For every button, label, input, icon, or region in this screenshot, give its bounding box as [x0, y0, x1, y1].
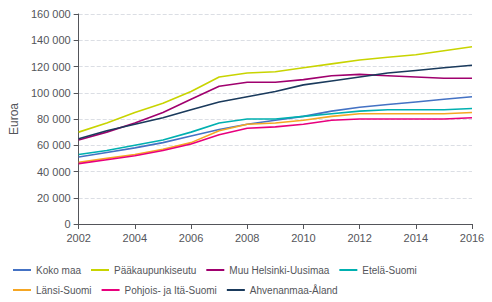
svg-text:60 000: 60 000: [37, 139, 71, 151]
svg-text:2006: 2006: [179, 232, 203, 244]
svg-text:2010: 2010: [291, 232, 315, 244]
svg-text:140 000: 140 000: [31, 34, 71, 46]
svg-text:Ahvenanmaa-Åland: Ahvenanmaa-Åland: [250, 284, 338, 296]
svg-text:2016: 2016: [460, 232, 484, 244]
svg-text:2008: 2008: [235, 232, 259, 244]
svg-text:Euroa: Euroa: [7, 103, 21, 135]
svg-text:80 000: 80 000: [37, 113, 71, 125]
svg-text:2014: 2014: [404, 232, 428, 244]
svg-text:2004: 2004: [123, 232, 147, 244]
svg-text:2002: 2002: [66, 232, 90, 244]
svg-text:100 000: 100 000: [31, 87, 71, 99]
svg-text:Muu Helsinki-Uusimaa: Muu Helsinki-Uusimaa: [229, 265, 329, 276]
svg-text:Etelä-Suomi: Etelä-Suomi: [362, 265, 416, 276]
svg-text:40 000: 40 000: [37, 166, 71, 178]
svg-text:Pääkaupunkiseutu: Pääkaupunkiseutu: [114, 265, 196, 276]
svg-text:Länsi-Suomi: Länsi-Suomi: [36, 285, 92, 296]
svg-text:Koko maa: Koko maa: [36, 265, 81, 276]
svg-text:Pohjois- ja Itä-Suomi: Pohjois- ja Itä-Suomi: [125, 285, 217, 296]
svg-text:2012: 2012: [347, 232, 371, 244]
svg-text:20 000: 20 000: [37, 192, 71, 204]
svg-text:0: 0: [65, 218, 71, 230]
svg-text:160 000: 160 000: [31, 8, 71, 20]
svg-text:120 000: 120 000: [31, 61, 71, 73]
